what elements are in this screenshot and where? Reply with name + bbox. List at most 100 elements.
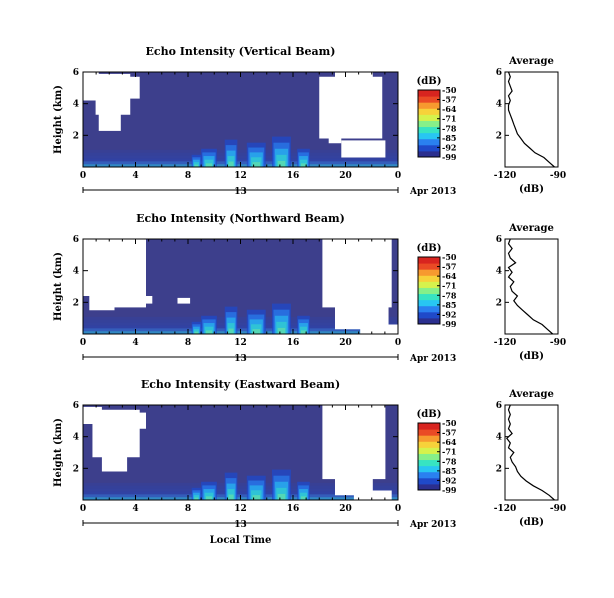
x-tick-label: 8: [185, 171, 191, 181]
average-x-tick-label: -90: [550, 504, 566, 514]
average-y-tick-label: 2: [496, 298, 502, 308]
colorbar-segment: [418, 317, 440, 325]
x-tick-label: 20: [339, 171, 352, 181]
echo-burst: [228, 494, 234, 500]
echo-burst: [227, 156, 235, 167]
colorbar-unit: (dB): [417, 409, 442, 420]
average-y-tick-label: 2: [496, 464, 502, 474]
colorbar-tick-label: -85: [442, 133, 456, 143]
x-tick-label: 4: [132, 504, 138, 514]
y-tick-label: 2: [73, 464, 79, 474]
y-axis-label: Height (km): [53, 418, 64, 487]
colorbar-segment: [418, 132, 440, 140]
colorbar-tick-label: -78: [442, 290, 457, 300]
x-tick-label: 12: [234, 504, 247, 514]
month-label: Apr 2013: [409, 187, 456, 197]
echo-burst: [193, 495, 199, 500]
y-tick-label: 4: [73, 267, 79, 277]
panel-title: Echo Intensity (Northward Beam): [136, 212, 345, 225]
colorbar-segment: [418, 281, 440, 288]
echo-burst: [300, 326, 307, 334]
colorbar-tick-label: -92: [442, 309, 456, 319]
colorbar-unit: (dB): [417, 243, 442, 254]
average-x-label: (dB): [519, 517, 544, 528]
x-tick-label: 12: [234, 171, 247, 181]
y-tick-label: 2: [73, 131, 79, 141]
average-title: Average: [508, 389, 554, 400]
y-tick-label: 6: [73, 401, 79, 411]
colorbar-tick-label: -99: [442, 152, 457, 162]
echo-burst: [300, 492, 307, 500]
echo-burst: [204, 326, 214, 334]
colorbar-segment: [418, 293, 440, 301]
echo-burst: [194, 164, 199, 167]
colorbar-segment: [418, 429, 440, 436]
panel-title: Echo Intensity (Vertical Beam): [145, 45, 335, 58]
colorbar-tick-label: -92: [442, 475, 456, 485]
colorbar-segment: [418, 447, 440, 454]
colorbar-tick-label: -99: [442, 485, 457, 495]
colorbar-segment: [418, 441, 440, 448]
x-tick-label: 16: [287, 504, 300, 514]
echo-burst: [205, 163, 213, 167]
echo-burst: [251, 490, 262, 500]
x-tick-label: 8: [185, 338, 191, 348]
average-x-tick-label: -120: [494, 171, 517, 181]
no-data-region: [353, 490, 392, 500]
echo-burst: [251, 324, 262, 334]
y-tick-label: 6: [73, 235, 79, 245]
panel-0: Echo Intensity (Vertical Beam) 0 4 8 12 16 20 0…: [53, 45, 566, 197]
colorbar-segment: [418, 275, 440, 282]
colorbar-segment: [418, 287, 440, 295]
x-axis-label: Local Time: [210, 535, 272, 546]
colorbar-segment: [418, 138, 440, 146]
average-y-tick-label: 2: [496, 131, 502, 141]
average-x-label: (dB): [519, 351, 544, 362]
echo-burst: [227, 489, 235, 500]
average-title: Average: [508, 223, 554, 234]
colorbar-segment: [418, 459, 440, 467]
x-tick-label: 20: [339, 338, 352, 348]
colorbar-frame: [417, 422, 441, 491]
y-axis-label: Height (km): [53, 85, 64, 154]
average-profile-line: [505, 404, 555, 501]
echo-layer: [83, 319, 398, 323]
colorbar-tick-label: -50: [442, 418, 457, 428]
echo-burst: [276, 154, 287, 167]
colorbar-tick-label: -57: [442, 95, 456, 105]
x-tick-label: 0: [80, 171, 86, 181]
colorbar-segment: [418, 96, 440, 103]
echo-burst: [276, 487, 287, 500]
colorbar-tick-label: -71: [442, 114, 456, 124]
echo-burst: [204, 159, 214, 167]
colorbar-segment: [418, 102, 440, 109]
no-data-region: [335, 296, 389, 330]
colorbar-tick-label: -57: [442, 428, 456, 438]
echo-burst: [205, 330, 213, 334]
average-y-tick-label: 6: [496, 235, 502, 245]
colorbar-segment: [418, 453, 440, 461]
colorbar-segment: [418, 120, 440, 128]
echo-layer: [83, 152, 398, 156]
echo-burst: [277, 493, 286, 500]
echo-burst: [205, 496, 213, 500]
no-data-region: [101, 452, 128, 472]
colorbar-tick-label: -78: [442, 123, 457, 133]
average-x-tick-label: -120: [494, 504, 517, 514]
echo-burst: [228, 328, 234, 334]
colorbar-segment: [418, 269, 440, 276]
average-y-tick-label: 4: [496, 433, 502, 443]
colorbar-tick-label: -57: [442, 262, 456, 272]
echo-layer: [83, 491, 398, 495]
echo-burst: [251, 157, 262, 167]
panel-title: Echo Intensity (Eastward Beam): [141, 378, 340, 391]
colorbar-tick-label: -50: [442, 252, 457, 262]
average-x-tick-label: -120: [494, 338, 517, 348]
colorbar-segment: [418, 305, 440, 313]
x-tick-label: 0: [395, 338, 401, 348]
no-data-region: [123, 76, 140, 99]
no-data-region: [328, 129, 342, 144]
colorbar-segment: [418, 435, 440, 442]
echo-burst: [204, 492, 214, 500]
colorbar-segment: [418, 465, 440, 473]
